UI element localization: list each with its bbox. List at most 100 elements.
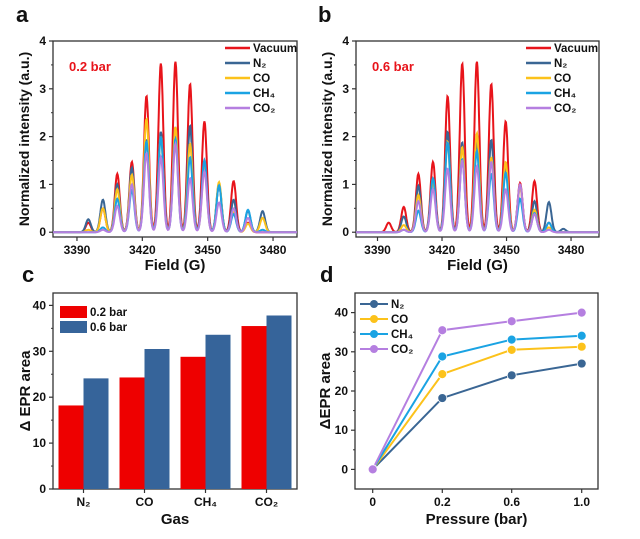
x-tick-label: 3450 (493, 243, 520, 257)
legend-label: Vacuum (253, 43, 297, 55)
legend-swatch (60, 321, 87, 333)
data-point (506, 334, 517, 345)
y-tick-label: 20 (33, 390, 47, 404)
y-tick-label: 10 (33, 436, 47, 450)
panel-c: 0 10 20 30 40 N₂ CO CH₄ CO₂ 0.2 bar 0.6 bar Gas Δ EP… (17, 292, 298, 528)
y-tick-label: 20 (335, 384, 349, 398)
plot-frame (355, 40, 600, 238)
x-tick-label: 3480 (260, 243, 287, 257)
plot-frame (52, 292, 298, 490)
bar-0.2-bar-0 (58, 405, 84, 489)
legend-label: CH₄ (253, 88, 275, 100)
legend-label: CO₂ (391, 344, 413, 356)
y-tick-label: 1 (39, 177, 46, 191)
panel-label-b: b (318, 2, 331, 27)
y-tick-label: 2 (342, 130, 349, 144)
panel-d: 0 10 20 30 40 0 0.2 0.6 1.0 N₂ CO CH₄ CO₂ Pressure (b… (317, 292, 599, 528)
spectrum-line-3 (356, 140, 599, 234)
y-tick-label: 1 (342, 177, 349, 191)
data-point (437, 351, 448, 362)
panel-b: 0 1 2 3 4 3390 3420 3450 3480 Vacuum N₂ CO CH₄ CO₂ 0.6… (319, 34, 600, 274)
x-tick-label: 3480 (558, 243, 585, 257)
panel-label-c: c (22, 262, 34, 287)
legend-label: 0.2 bar (90, 307, 128, 319)
series-line-3 (371, 311, 582, 470)
x-tick-label: 3450 (194, 243, 221, 257)
legend-label: N₂ (391, 299, 404, 311)
series-line-0 (371, 362, 582, 471)
bar-0.2-bar-2 (180, 356, 206, 489)
y-tick-label: 3 (342, 82, 349, 96)
legend-label: CO (253, 73, 270, 85)
y-axis-title: ΔEPR area (317, 352, 334, 429)
x-tick-label: CH₄ (194, 495, 217, 509)
legend-marker (370, 345, 378, 353)
y-tick-label: 4 (342, 34, 349, 48)
x-axis-title: Gas (161, 511, 189, 528)
y-tick-label: 10 (335, 423, 349, 437)
y-tick-label: 40 (33, 298, 47, 312)
y-tick-label: 0 (342, 225, 349, 239)
x-tick-label: 3390 (364, 243, 391, 257)
x-tick-label: CO (136, 495, 154, 509)
legend-label: N₂ (253, 58, 266, 70)
data-point (506, 370, 517, 381)
legend-label: CO (391, 314, 408, 326)
data-point (576, 307, 587, 318)
x-tick-label: 0 (369, 495, 376, 509)
x-tick-label: N₂ (77, 495, 91, 509)
y-tick-label: 0 (39, 225, 46, 239)
y-tick-label: 0 (341, 462, 348, 476)
legend-label: CO₂ (554, 103, 576, 115)
x-tick-label: 3420 (429, 243, 456, 257)
data-point (576, 358, 587, 369)
series-line-2 (371, 334, 582, 470)
bar-0.6-bar-0 (83, 378, 109, 489)
x-tick-label: 3390 (64, 243, 91, 257)
legend-marker (370, 315, 378, 323)
legend-label: CH₄ (554, 88, 576, 100)
y-tick-label: 30 (33, 344, 47, 358)
series-line-1 (371, 345, 582, 470)
panel-a: 0 1 2 3 4 3390 3420 3450 3480 Vacuum N₂ CO CH₄ CO₂ 0.2… (16, 34, 298, 274)
legend-label: CH₄ (391, 329, 413, 341)
data-point (367, 464, 378, 475)
x-tick-label: CO₂ (255, 495, 278, 509)
legend-label: Vacuum (554, 43, 598, 55)
legend-label: N₂ (554, 58, 567, 70)
y-axis-title: Normalized intensity (a.u.) (16, 52, 32, 226)
y-axis-title: Δ EPR area (17, 350, 34, 431)
data-point (437, 369, 448, 380)
plot-frame (52, 40, 298, 238)
x-axis-title: Field (G) (145, 257, 206, 274)
y-tick-label: 0 (39, 482, 46, 496)
y-tick-label: 40 (335, 306, 349, 320)
data-point (437, 393, 448, 403)
legend-label: CO (554, 73, 571, 85)
y-tick-label: 30 (335, 345, 349, 359)
x-tick-label: 3420 (129, 243, 156, 257)
legend-label: CO₂ (253, 103, 275, 115)
x-axis-title: Pressure (bar) (426, 511, 528, 528)
bar-0.2-bar-1 (119, 377, 145, 489)
x-tick-label: 0.6 (503, 495, 520, 509)
data-point (437, 325, 448, 336)
spectrum-line-4 (356, 159, 599, 234)
panel-label-d: d (320, 262, 333, 287)
legend-marker (370, 300, 378, 308)
y-tick-label: 3 (39, 82, 46, 96)
data-point (576, 330, 587, 341)
x-axis-title: Field (G) (447, 257, 508, 274)
data-point (506, 344, 517, 355)
x-tick-label: 0.2 (434, 495, 451, 509)
panel-label-a: a (16, 2, 29, 27)
legend-label: 0.6 bar (90, 322, 128, 334)
legend-swatch (60, 306, 87, 318)
pressure-annotation: 0.6 bar (372, 59, 414, 74)
y-axis-title: Normalized intensity (a.u.) (319, 52, 335, 226)
bar-0.6-bar-2 (205, 334, 231, 489)
bar-0.2-bar-3 (241, 326, 267, 489)
legend-marker (370, 330, 378, 338)
bar-0.6-bar-1 (144, 349, 170, 489)
